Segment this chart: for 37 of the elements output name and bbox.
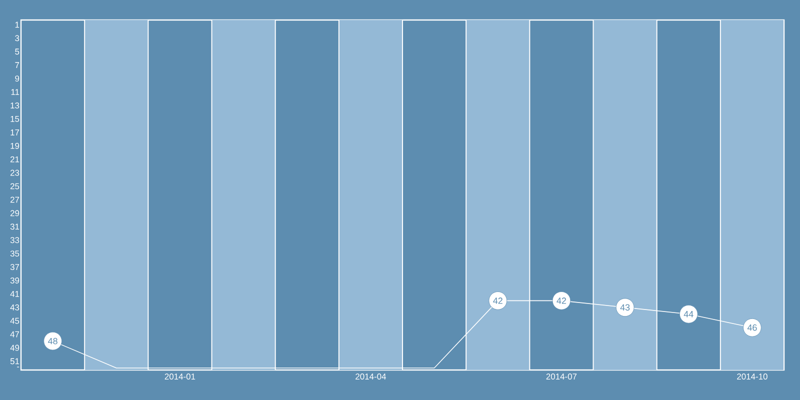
- x-tick-label: 2014-04: [356, 374, 386, 380]
- y-tick-label: 13: [10, 102, 20, 108]
- y-tick-label: 45: [10, 318, 20, 324]
- y-tick-label: 31: [10, 224, 20, 230]
- y-tick-label: 15: [10, 116, 20, 122]
- y-tick-label: 47: [10, 331, 20, 338]
- y-tick-label: -: [17, 366, 20, 368]
- y-tick-label: 37: [10, 264, 20, 270]
- data-label: 42: [493, 298, 502, 304]
- x-tick-label: 2014-07: [546, 374, 577, 380]
- x-tick-label: 2014-10: [737, 374, 768, 380]
- y-tick-label: 3: [15, 35, 20, 42]
- y-tick-label: 41: [10, 291, 20, 297]
- data-label: 48: [48, 338, 58, 344]
- y-tick-label: 9: [15, 76, 20, 82]
- y-tick-label: 29: [10, 210, 20, 216]
- y-tick-label: 19: [10, 142, 20, 149]
- y-tick-label: 43: [10, 304, 20, 310]
- y-tick-label: 11: [11, 89, 20, 95]
- y-tick-label: 35: [10, 250, 20, 257]
- y-tick-label: 1: [15, 22, 20, 28]
- y-tick-label: 51: [10, 358, 20, 364]
- data-label: 42: [556, 298, 566, 304]
- data-label: 46: [747, 324, 757, 331]
- y-tick-label: 5: [15, 48, 20, 55]
- data-label: 44: [684, 311, 694, 318]
- x-tick-label: 2014-01: [164, 374, 196, 380]
- y-tick-label: 49: [10, 344, 20, 351]
- y-tick-label: 17: [10, 129, 20, 136]
- y-tick-label: 23: [10, 170, 20, 176]
- y-tick-label: 27: [10, 196, 20, 203]
- y-tick-label: 25: [10, 183, 20, 190]
- data-label: 43: [620, 304, 630, 311]
- y-tick-label: 33: [10, 237, 20, 244]
- y-tick-label: 21: [10, 156, 20, 162]
- y-tick-label: 7: [15, 62, 20, 68]
- y-tick-label: 39: [10, 277, 20, 284]
